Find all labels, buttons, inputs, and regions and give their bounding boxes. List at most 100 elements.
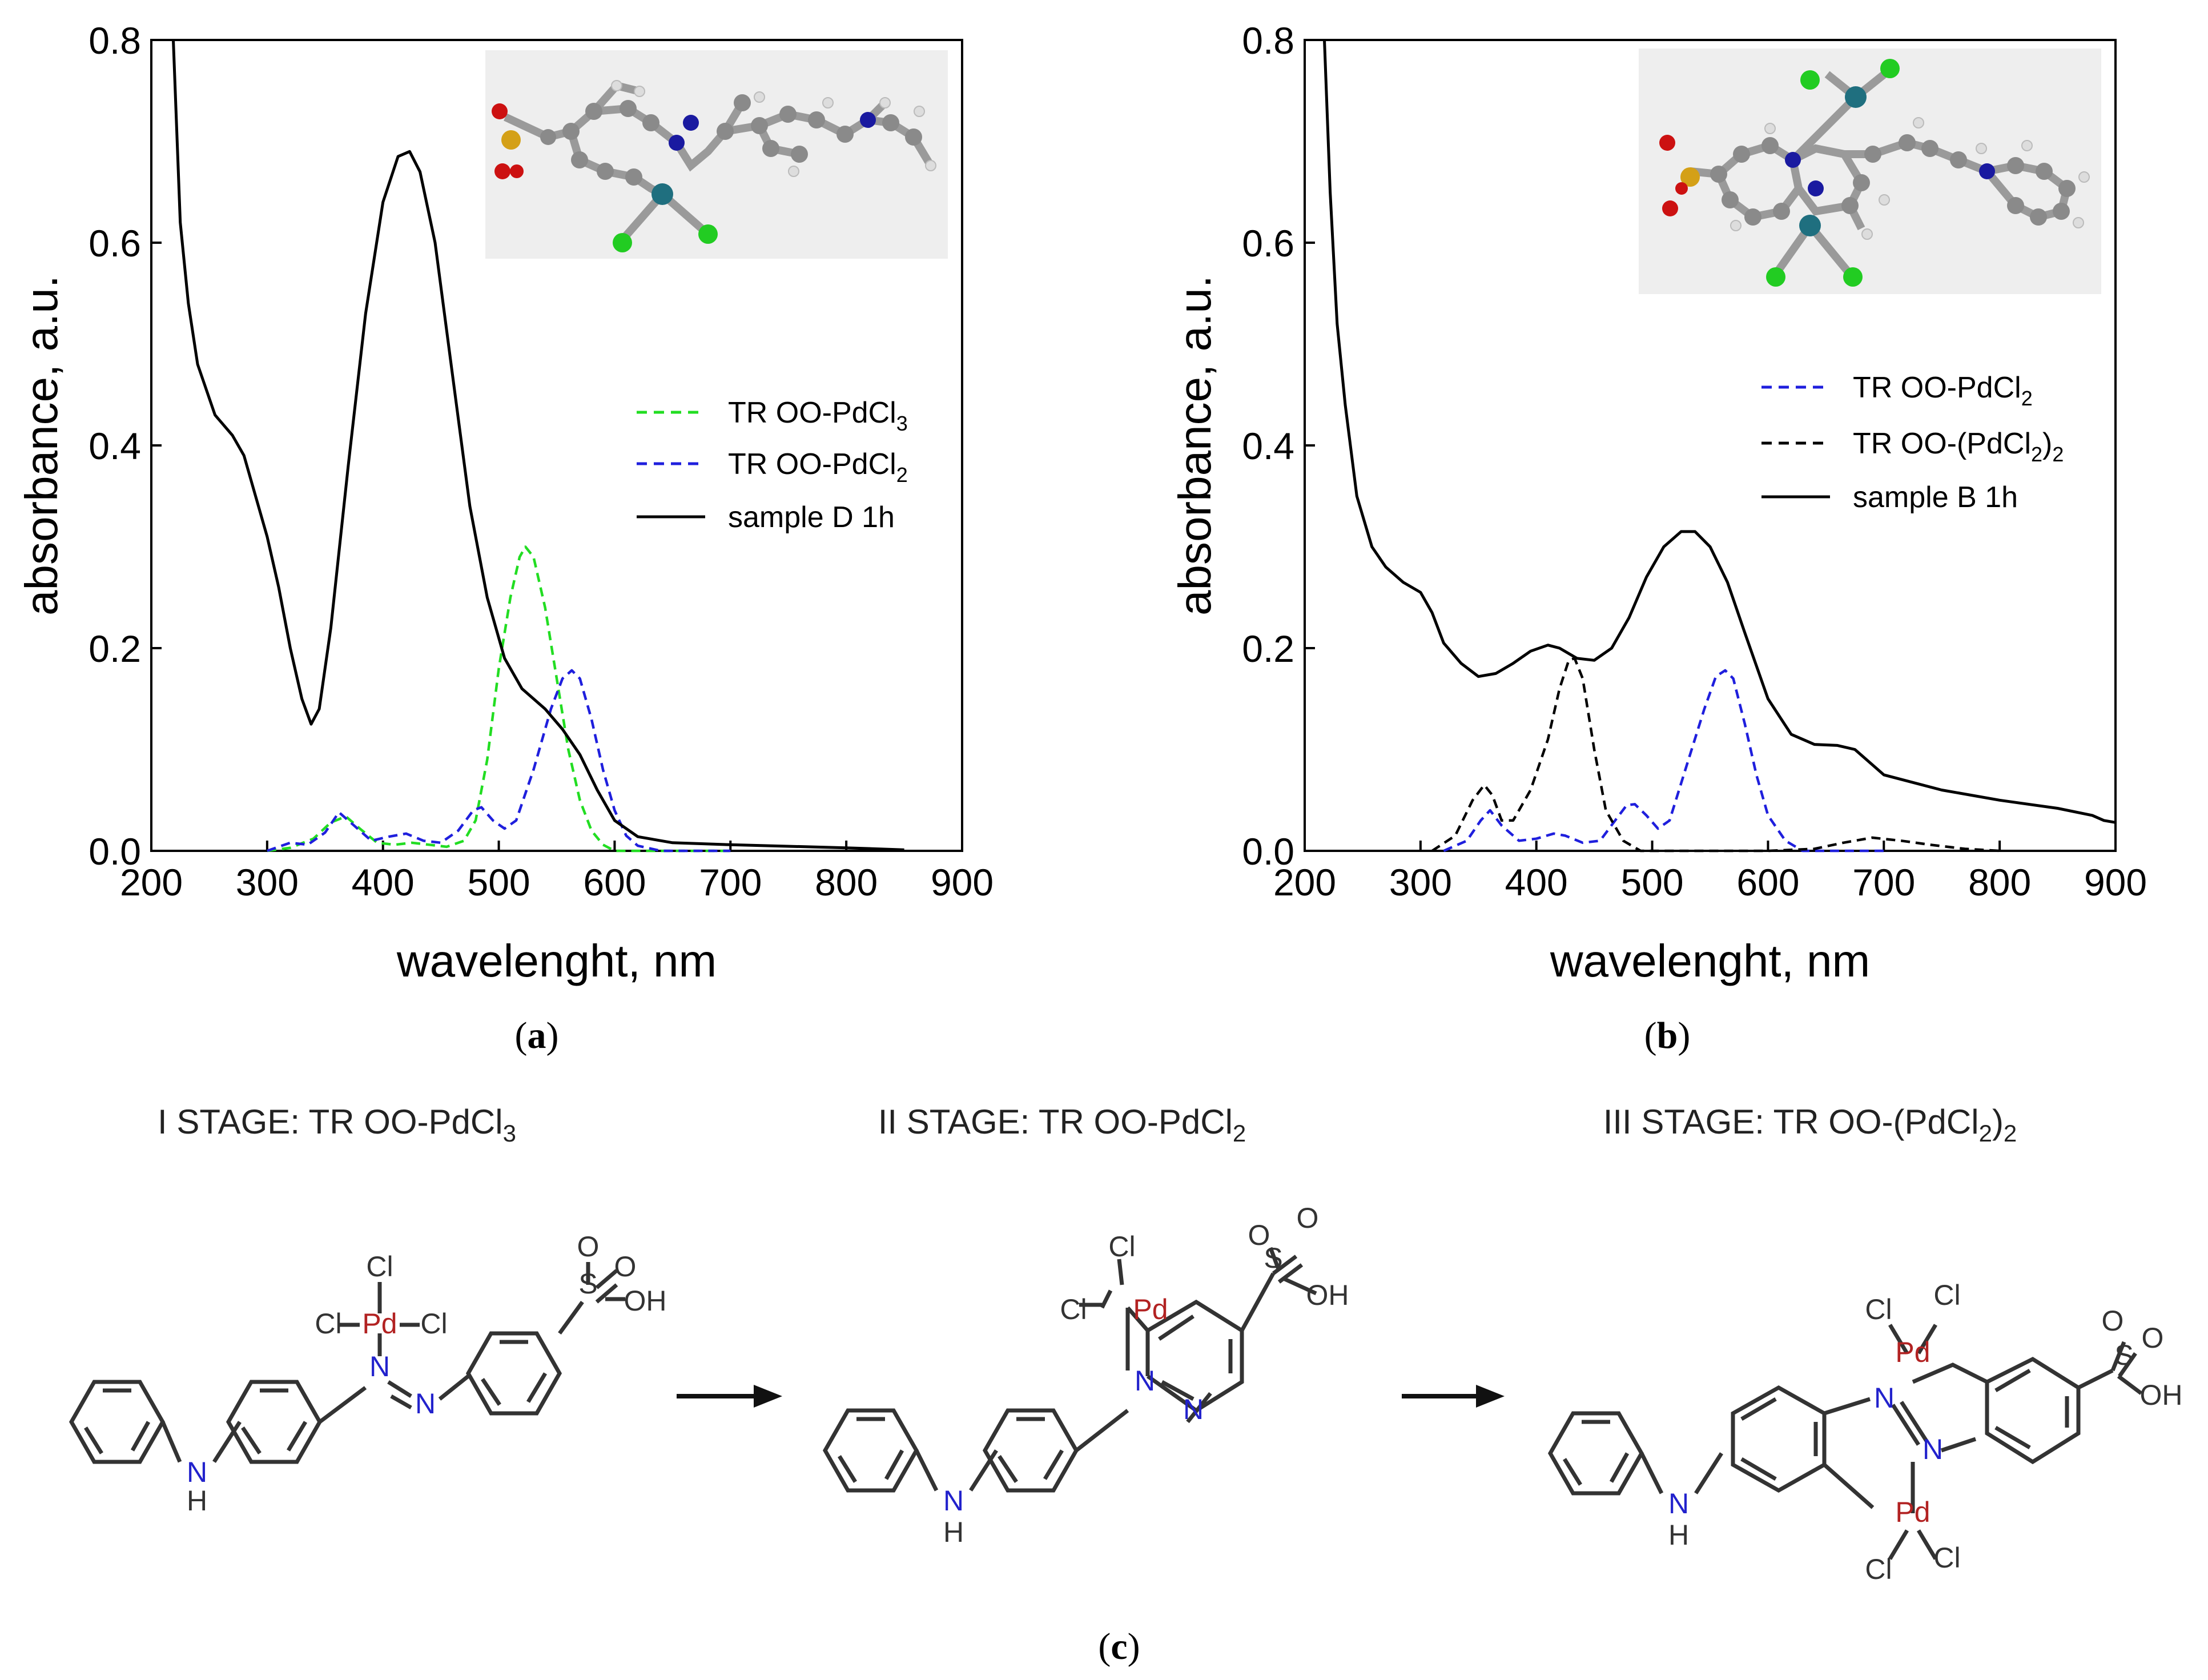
stage-2-title: II STAGE: TR OO-PdCl2 <box>878 1103 1246 1147</box>
svg-text:N: N <box>1135 1365 1155 1397</box>
svg-text:Cl: Cl <box>315 1308 341 1340</box>
svg-text:H: H <box>187 1485 207 1517</box>
x-axis-label-b: wavelenght, nm <box>1550 935 1870 986</box>
x-tick-label-a-200: 200 <box>120 861 183 903</box>
molecule-stage-1 <box>69 1262 625 1464</box>
svg-text:N: N <box>187 1456 207 1488</box>
legend-b: TR OO-PdCl2 TR OO-(PdCl2)2 sample B 1h <box>1761 371 2064 514</box>
x-tick-label-a-900: 900 <box>931 861 994 903</box>
svg-text:Cl: Cl <box>1933 1542 1960 1574</box>
x-tick-label-a-700: 700 <box>699 861 762 903</box>
y-axis-label-a: absorbance, a.u. <box>16 275 67 616</box>
y-tick-label-a-2: 0.4 <box>89 425 141 467</box>
y-tick-label-b-3: 0.6 <box>1242 222 1294 264</box>
series-line-b-2 <box>1323 39 2116 824</box>
reaction-scheme: I STAGE: TR OO-PdCl3 II STAGE: TR OO-PdC… <box>69 1103 2183 1585</box>
x-axis-label-a: wavelenght, nm <box>396 935 717 986</box>
svg-text:Pd: Pd <box>1895 1336 1930 1368</box>
molecule-stage-2 <box>822 1247 1317 1493</box>
svg-text:Pd: Pd <box>1133 1293 1168 1325</box>
x-tick-label-a-300: 300 <box>236 861 299 903</box>
svg-text:OH: OH <box>1306 1279 1349 1311</box>
molecule-inset-a <box>485 50 948 259</box>
series-line-b-0 <box>1443 669 1884 853</box>
svg-text:Cl: Cl <box>1060 1293 1087 1325</box>
svg-text:O: O <box>1297 1202 1319 1234</box>
svg-text:Cl: Cl <box>366 1251 393 1283</box>
x-tick-label-a-400: 400 <box>352 861 415 903</box>
svg-text:Pd: Pd <box>1895 1496 1930 1528</box>
y-tick-label-b-0: 0.0 <box>1242 830 1294 873</box>
legend-label-b-pdcl2-2: TR OO-(PdCl2)2 <box>1853 427 2064 466</box>
y-tick-label-b-4: 0.8 <box>1242 19 1294 62</box>
svg-text:O: O <box>1248 1219 1270 1251</box>
series-line-a-1 <box>267 669 731 853</box>
reaction-arrow-2 <box>1402 1385 1505 1408</box>
x-tick-label-b-300: 300 <box>1389 861 1452 903</box>
y-axis-label-b: absorbance, a.u. <box>1169 275 1220 616</box>
legend-a: TR OO-PdCl3 TR OO-PdCl2 sample D 1h <box>637 396 908 534</box>
x-tick-label-b-600: 600 <box>1736 861 1799 903</box>
x-tick-label-a-800: 800 <box>815 861 878 903</box>
svg-text:N: N <box>1874 1382 1895 1414</box>
svg-text:N: N <box>415 1388 436 1420</box>
svg-text:Cl: Cl <box>1865 1553 1892 1585</box>
legend-label-b-pdcl2: TR OO-PdCl2 <box>1853 371 2033 410</box>
reaction-arrow-1 <box>677 1385 782 1408</box>
y-tick-label-a-0: 0.0 <box>89 830 141 873</box>
panel-label-a: (a) <box>515 1015 559 1056</box>
panel-label-b: (b) <box>1644 1015 1691 1056</box>
svg-text:N: N <box>943 1485 964 1517</box>
y-tick-label-a-4: 0.8 <box>89 19 141 62</box>
legend-label-a-pdcl3: TR OO-PdCl3 <box>728 396 908 435</box>
svg-text:Cl: Cl <box>1865 1293 1892 1325</box>
stage-1-title: I STAGE: TR OO-PdCl3 <box>158 1103 516 1147</box>
svg-text:N: N <box>1183 1393 1204 1425</box>
svg-text:Cl: Cl <box>1108 1231 1135 1263</box>
molecule-stage-2-atoms: N H N N Pd Cl Cl S O O OH <box>943 1202 1349 1548</box>
x-tick-label-a-600: 600 <box>583 861 646 903</box>
molecule-stage-3 <box>1547 1324 2143 1560</box>
x-tick-label-a-500: 500 <box>468 861 530 903</box>
stage-3-title: III STAGE: TR OO-(PdCl2)2 <box>1603 1103 2017 1147</box>
series-line-b-1 <box>1431 657 2000 853</box>
molecule-stage-1-atoms: N H N N Pd Cl Cl Cl S O O OH <box>187 1231 667 1517</box>
svg-text:N: N <box>369 1351 390 1382</box>
series-line-a-0 <box>267 545 731 853</box>
chart-panel-b: 200 300 400 500 600 700 800 9000.00.20.40.60.8 … <box>1169 19 2147 986</box>
svg-text:O: O <box>614 1251 637 1283</box>
svg-text:N: N <box>1668 1488 1689 1520</box>
molecule-stage-3-atoms: N H N N Pd Pd Cl Cl Cl Cl S O O OH <box>1668 1279 2183 1585</box>
svg-text:S: S <box>2114 1339 2133 1371</box>
y-tick-label-b-1: 0.2 <box>1242 628 1294 670</box>
series-line-a-2 <box>172 39 904 851</box>
legend-label-a-sample: sample D 1h <box>728 501 895 534</box>
x-tick-label-b-200: 200 <box>1273 861 1336 903</box>
panel-label-c: (c) <box>1098 1626 1140 1667</box>
svg-text:S: S <box>1264 1242 1282 1274</box>
svg-text:H: H <box>943 1516 964 1548</box>
y-tick-label-a-3: 0.6 <box>89 222 141 264</box>
molecule-inset-b <box>1639 49 2101 294</box>
svg-text:N: N <box>1923 1433 1943 1465</box>
svg-text:O: O <box>2142 1322 2164 1354</box>
svg-text:O: O <box>577 1231 600 1263</box>
svg-text:H: H <box>1668 1519 1689 1551</box>
svg-text:S: S <box>578 1268 597 1300</box>
legend-label-a-pdcl2: TR OO-PdCl2 <box>728 448 908 487</box>
y-tick-label-b-2: 0.4 <box>1242 425 1294 467</box>
x-tick-label-b-800: 800 <box>1968 861 2031 903</box>
svg-text:O: O <box>2102 1305 2124 1337</box>
x-tick-label-b-700: 700 <box>1852 861 1915 903</box>
svg-text:Cl: Cl <box>420 1308 447 1340</box>
svg-text:Pd: Pd <box>362 1308 397 1340</box>
x-tick-label-b-400: 400 <box>1505 861 1568 903</box>
svg-text:OH: OH <box>2140 1379 2183 1411</box>
svg-text:OH: OH <box>624 1285 667 1317</box>
x-tick-label-b-900: 900 <box>2084 861 2147 903</box>
chart-panel-a: 200 300 400 500 600 700 800 9000.00.20.40.60.8 … <box>16 19 994 986</box>
legend-label-b-sample: sample B 1h <box>1853 481 2018 514</box>
svg-text:Cl: Cl <box>1933 1279 1960 1311</box>
x-tick-label-b-500: 500 <box>1621 861 1684 903</box>
